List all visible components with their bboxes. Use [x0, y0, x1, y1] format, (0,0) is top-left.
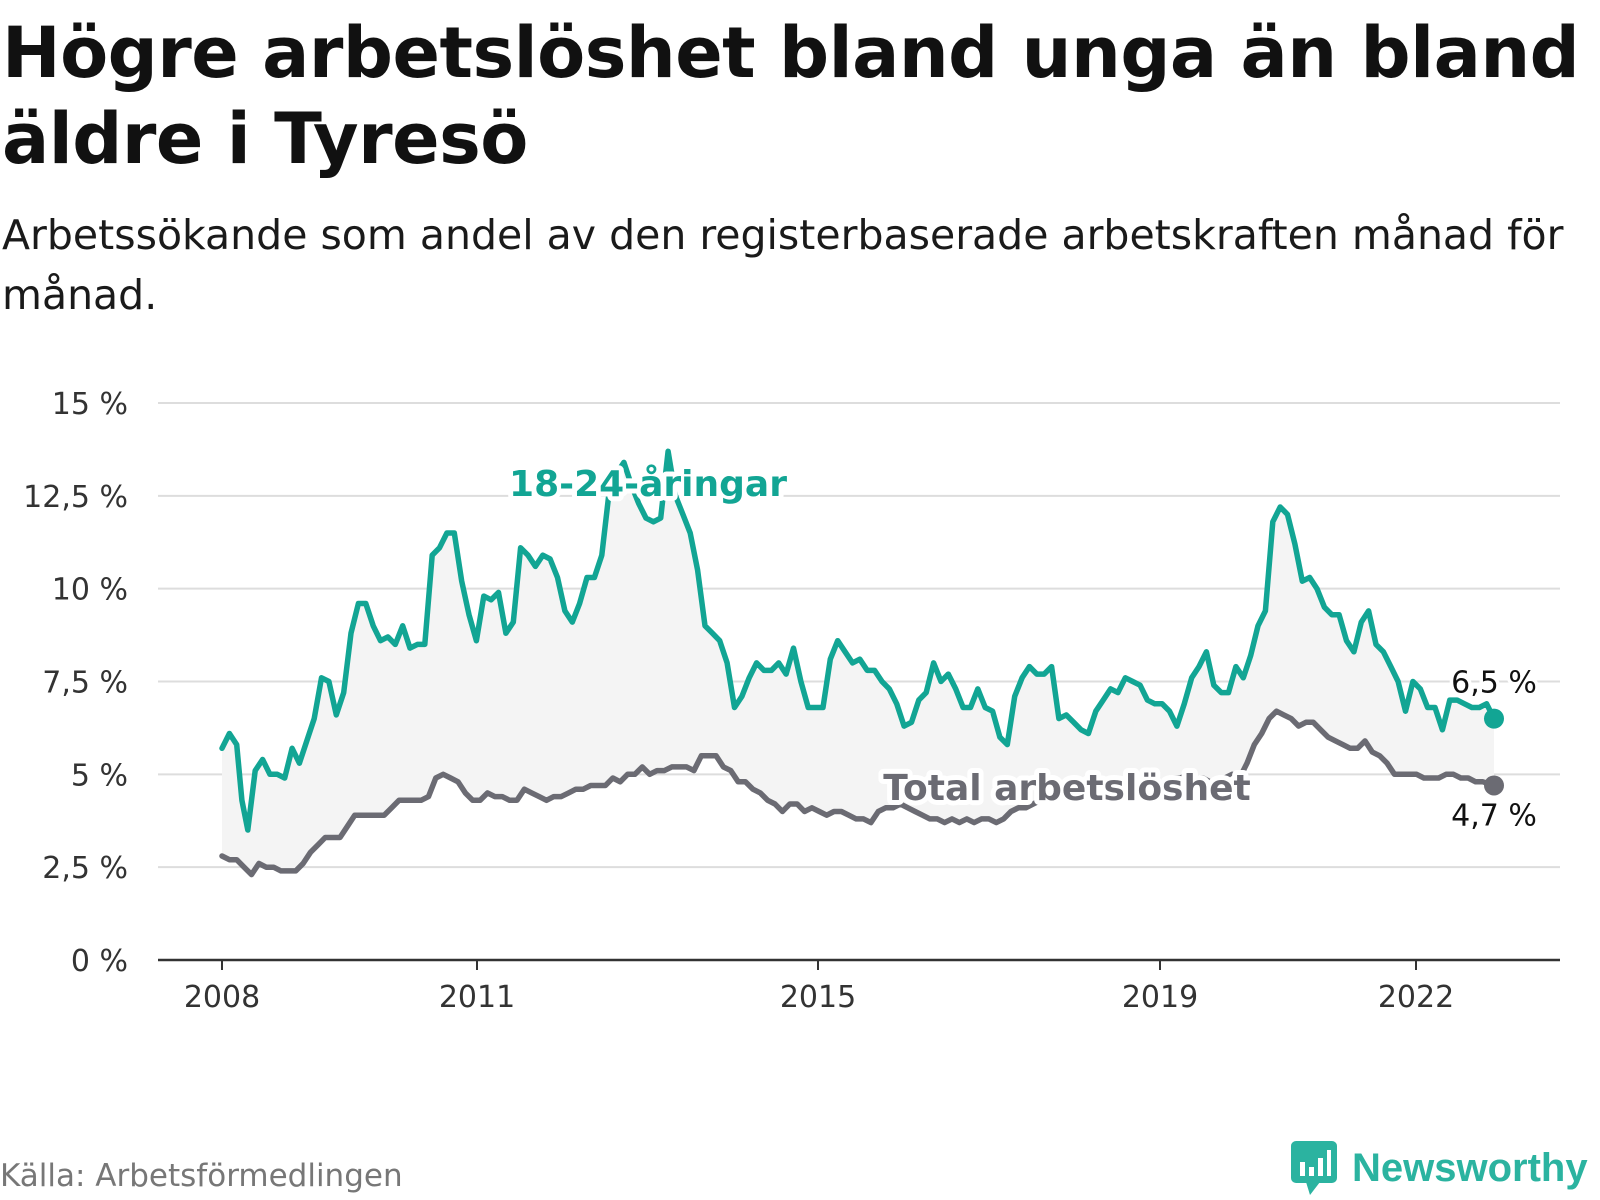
x-tick-label: 2015	[780, 980, 856, 1015]
axes: 0 % 2,5 % 5 % 7,5 % 10 % 12,5 % 15 % 2008 2011 20…	[23, 387, 1560, 1015]
chart-subtitle: Arbetssökande som andel av den registerb…	[2, 211, 1564, 319]
y-tick-label: 5 %	[71, 758, 128, 793]
series-line-0	[219, 448, 1497, 833]
series-end-label-1: 4,7 %	[1451, 798, 1537, 833]
newsworthy-logo-icon	[1291, 1141, 1337, 1195]
brand-logo[interactable]: Newsworthy	[1290, 1140, 1588, 1196]
brand-name: Newsworthy	[1352, 1145, 1588, 1190]
y-tick-label: 7,5 %	[42, 666, 128, 701]
series-name-label: 18-24-åringar	[509, 464, 787, 505]
x-tick-label: 2022	[1378, 980, 1454, 1015]
series-end-marker-1	[1484, 775, 1504, 796]
x-tick-label: 2011	[439, 980, 515, 1015]
x-tick-label: 2019	[1122, 980, 1198, 1015]
series-end-marker-0	[1484, 708, 1504, 729]
y-tick-label: 0 %	[71, 944, 128, 979]
series-name-label: Total arbetslöshet	[883, 768, 1251, 809]
x-tick-label: 2008	[184, 980, 260, 1015]
y-tick-label: 12,5 %	[23, 480, 128, 515]
source-note: Källa: Arbetsförmedlingen	[0, 1158, 403, 1194]
series-line-1	[219, 708, 1497, 878]
chart-title: Högre arbetslöshet bland unga än bland ä…	[2, 12, 1580, 180]
y-tick-label: 10 %	[52, 573, 128, 608]
series-labels: 6,5 % 4,7 % 18-24-åringar Total arbetslöshe…	[504, 459, 1540, 837]
y-tick-label: 15 %	[52, 387, 128, 422]
series-lines	[219, 448, 1504, 878]
series-end-label-0: 6,5 %	[1451, 666, 1537, 701]
y-tick-label: 2,5 %	[42, 851, 128, 886]
